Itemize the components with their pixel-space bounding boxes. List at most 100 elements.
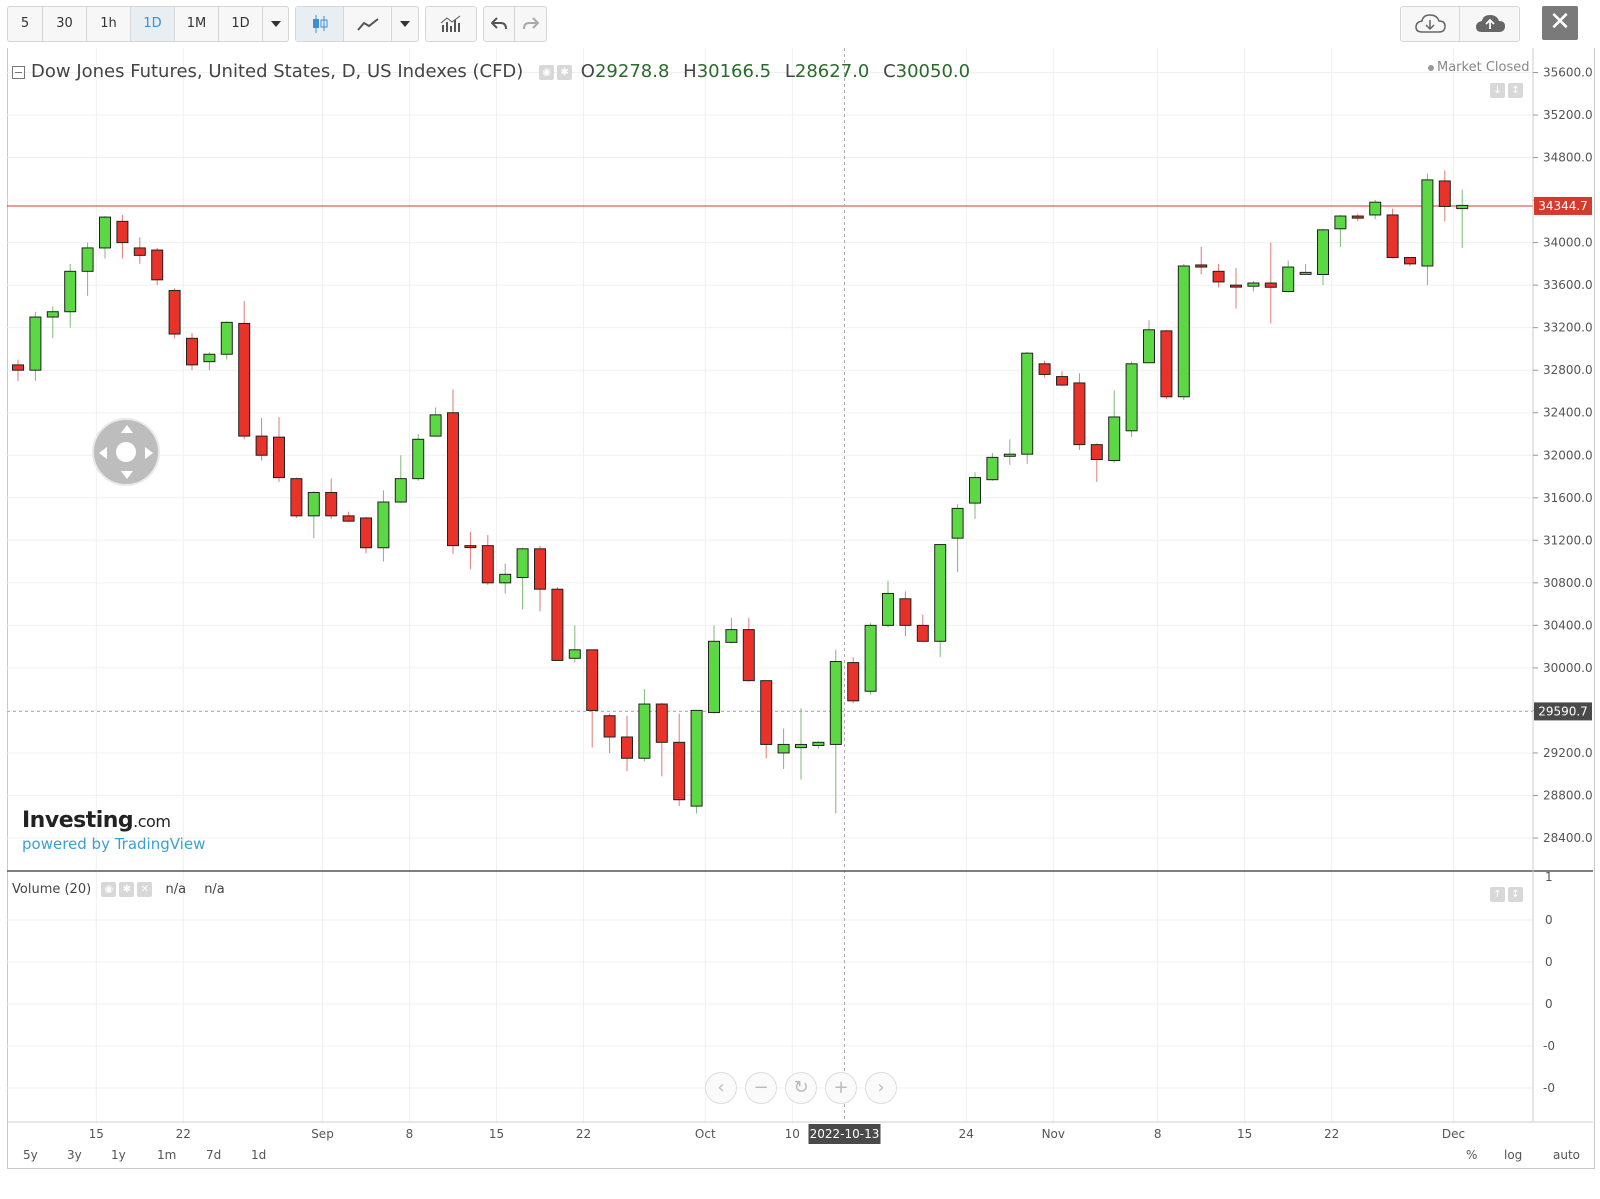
range-1m[interactable]: 1m	[157, 1148, 177, 1162]
interval-dropdown[interactable]	[263, 7, 288, 41]
candle-body	[1404, 256, 1416, 265]
candle-body	[12, 364, 24, 371]
settings-icon[interactable]: ✱	[557, 64, 573, 80]
candle-body	[1021, 352, 1034, 455]
candle	[429, 407, 442, 437]
auto-toggle[interactable]: auto	[1553, 1148, 1581, 1162]
grid	[7, 48, 1533, 1122]
candle	[1195, 246, 1208, 275]
scroll-right-button[interactable]: ›	[865, 1072, 897, 1104]
range-1d[interactable]: 1d	[251, 1148, 267, 1162]
range-3y[interactable]: 3y	[67, 1148, 82, 1162]
range-5y[interactable]: 5y	[23, 1148, 38, 1162]
candle	[969, 472, 981, 520]
visibility-icon[interactable]: ◉	[539, 64, 555, 80]
candle-body	[760, 680, 773, 745]
percent-toggle[interactable]: %	[1466, 1148, 1478, 1162]
cloud-upload-button[interactable]	[1460, 7, 1519, 41]
candle	[394, 455, 407, 504]
undo-button[interactable]	[484, 7, 515, 41]
range-7d[interactable]: 7d	[206, 1148, 222, 1162]
candle-body	[99, 216, 111, 249]
candle	[673, 713, 686, 807]
time-axis[interactable]: 15 22 Sep 8 15 22 Oct 10 24 Nov 8 15 22 Dec	[89, 1127, 1465, 1141]
candle	[325, 478, 338, 520]
arrows-updown-icon[interactable]: ↕	[1508, 887, 1523, 902]
price-tick-label: 32000.0	[1543, 448, 1593, 462]
volume-axis: 1 0 0 0 -0 -0	[1543, 870, 1555, 1095]
range-1y[interactable]: 1y	[111, 1148, 126, 1162]
candle-body	[916, 624, 929, 642]
zoom-in-button[interactable]: +	[825, 1072, 857, 1104]
candle-body	[969, 477, 981, 504]
powered-by[interactable]: powered by TradingView	[22, 835, 206, 853]
candle-body	[829, 661, 842, 745]
interval-custom[interactable]: 1D	[219, 7, 263, 41]
nav-up-icon[interactable]	[121, 425, 133, 433]
investing-logo[interactable]: Investing.com powered by TradingView	[22, 808, 205, 853]
interval-5[interactable]: 5	[8, 7, 43, 41]
nav-right-icon[interactable]	[145, 447, 153, 459]
candle	[81, 242, 94, 296]
candle	[1160, 329, 1173, 399]
interval-1m[interactable]: 1M	[175, 7, 219, 41]
cloud-download-button[interactable]	[1401, 7, 1460, 41]
candle-body	[1038, 363, 1051, 375]
candle-body	[1143, 329, 1155, 364]
price-axis[interactable]: 35600.0 35200.0 34800.0 34000.0 33600.0 33200…	[1533, 66, 1593, 846]
candle	[29, 311, 42, 381]
candle-body	[1351, 215, 1364, 219]
line-chart-icon	[356, 17, 379, 31]
interval-1d[interactable]: 1D	[131, 7, 175, 41]
candle	[99, 216, 111, 259]
nav-left-icon[interactable]	[99, 447, 107, 459]
interval-30[interactable]: 30	[43, 7, 87, 41]
candle-body	[864, 624, 877, 692]
redo-button[interactable]	[515, 7, 546, 41]
candle	[1404, 256, 1416, 267]
cloud-download-icon	[1415, 13, 1446, 33]
legend-title: Dow Jones Futures, United States, D, US …	[31, 61, 524, 82]
price-tick-label: 28400.0	[1543, 831, 1593, 845]
arrow-up-icon[interactable]: ↑	[1490, 887, 1505, 902]
candle	[621, 715, 633, 772]
scroll-left-button[interactable]: ‹	[705, 1072, 737, 1104]
candle-body	[986, 456, 999, 481]
candle	[273, 416, 285, 482]
collapse-legend-icon[interactable]	[12, 65, 25, 79]
candles-button[interactable]	[296, 7, 344, 41]
close-icon[interactable]: ✕	[137, 882, 153, 897]
navigation-pad[interactable]	[92, 418, 160, 486]
zoom-out-button[interactable]: −	[745, 1072, 777, 1104]
candle-body	[481, 545, 494, 584]
candle-body	[1386, 214, 1399, 258]
candle-body	[1230, 284, 1242, 288]
candle	[795, 708, 807, 780]
line-chart-button[interactable]	[344, 7, 392, 41]
arrow-down-icon[interactable]: ↓	[1490, 83, 1505, 98]
settings-icon[interactable]: ✱	[119, 882, 135, 897]
chart-type-dropdown[interactable]	[392, 7, 418, 41]
candle	[203, 352, 216, 371]
candle-body	[238, 322, 251, 437]
time-tick-label: Dec	[1442, 1127, 1465, 1141]
candle-body	[429, 414, 442, 437]
interval-1h[interactable]: 1h	[87, 7, 131, 41]
close-button[interactable]: ✕	[1542, 6, 1578, 40]
candles-icon	[312, 14, 327, 33]
visibility-icon[interactable]: ◉	[101, 882, 117, 897]
nav-reset-icon[interactable]	[116, 442, 136, 462]
arrows-updown-icon[interactable]: ↕	[1508, 83, 1523, 98]
log-toggle[interactable]: log	[1504, 1148, 1523, 1162]
reset-zoom-button[interactable]: ↻	[785, 1072, 817, 1104]
last-price-tag-label: 34344.7	[1538, 199, 1588, 213]
nav-down-icon[interactable]	[121, 471, 133, 479]
candle	[742, 617, 755, 682]
volume-tick-label: -0	[1543, 1081, 1555, 1095]
volume-tick-label: 0	[1545, 955, 1553, 969]
candle-body	[1125, 363, 1138, 432]
candle-body	[1073, 382, 1086, 446]
indicators-button[interactable]	[426, 7, 476, 41]
candle	[1073, 373, 1086, 450]
